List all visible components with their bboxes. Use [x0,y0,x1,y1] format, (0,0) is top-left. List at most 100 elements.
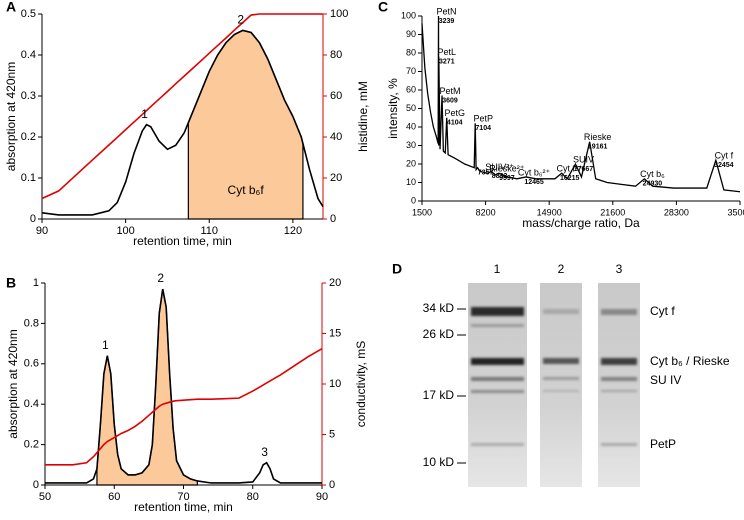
y-tick-label: 20 [406,158,416,168]
peak-label: 3 [261,445,268,459]
shaded-label: Cyt b₆f [228,183,265,197]
series-line [41,13,323,200]
band [601,443,637,446]
y-tick-label: 40 [406,121,416,131]
peak-mass: 4104 [447,120,463,127]
peak-mass: 7357 [478,170,494,177]
peak-label: 2 [157,271,164,285]
x-tick-label: 100 [116,225,134,237]
band [601,390,637,392]
series-line [41,29,324,216]
chart-panel: B50 60 70 80 9000.20.40.60.8105101520conduct… [6,271,368,514]
y2-tick-label: 20 [330,172,342,184]
y-tick-label: 0.6 [24,358,39,370]
y-tick-label: 0.1 [21,172,36,184]
y-tick-label: 80 [406,47,416,57]
band-label: PetP [650,437,676,451]
peak-mass: 12465 [524,179,544,186]
y-tick-label: 0 [411,195,416,205]
y-tick-label: 90 [406,29,416,39]
peak-name: PetM [440,86,461,96]
spectrum-line [421,15,741,193]
panel-letter: D [392,261,402,277]
band [543,309,579,314]
lane-label: 2 [558,262,565,276]
y2-tick-label: 0 [330,213,336,225]
x-tick-label: 14900 [537,207,562,217]
peak-name: Cyt f [715,151,734,161]
peak-mass: 17667 [574,166,594,173]
band [471,443,524,446]
marker-label: 17 kD [423,388,455,402]
x-axis-label: retention time, min [133,234,232,248]
marker-label: 10 kD [423,455,455,469]
chart-panel: Cyt b₆f A 90 100 110 120 0 0.1 0.2 0.3 0.4 0.5 0 20 40… [4,0,370,248]
y-tick-label: 0.3 [21,90,36,102]
y-axis-label: absorption at 420nm [4,62,18,171]
x-tick-label: 60 [108,491,120,503]
band [543,390,579,392]
band-label: Cyt f [650,304,675,318]
series-line [45,347,323,466]
peak-name: PetP [473,114,493,124]
y2-axis-label: conductivity, mS [354,341,368,427]
y2-tick-label: 15 [329,327,341,339]
peak-mass: 7104 [475,125,491,132]
band-label: Cyt b₆ / Rieske [650,354,730,368]
peak-mass: 16215 [560,175,580,182]
series-line [45,288,322,484]
marker-label: 34 kD [423,301,455,315]
peak-mass: 3271 [439,59,455,66]
y-tick-label: 60 [406,84,416,94]
chart-panel: C 1500 8200 14900 21600 28300 35000 0 10 20 30 40 50… [378,0,744,230]
band [471,324,524,327]
band [471,377,524,381]
x-tick-label: 90 [36,225,48,237]
x-tick-label: 80 [247,491,259,503]
x-tick-label: 1500 [412,207,432,217]
x-tick-label: 50 [39,491,51,503]
y-tick-label: 0 [33,479,39,491]
gel-lane [598,283,640,487]
band [471,390,524,393]
peak-name: SUIV [573,154,594,164]
peak-name: Rieske²⁺ [489,164,525,174]
x-tick-label: 110 [200,225,218,237]
peak-mass: 3239 [439,18,455,25]
x-tick-label: 35000 [727,207,744,217]
y-tick-label: 70 [406,66,416,76]
lane-label: 1 [494,262,501,276]
y2-tick-label: 80 [330,49,342,61]
y-tick-label: 100 [401,10,416,20]
band [471,307,524,316]
y2-tick-label: 100 [330,8,348,20]
peak-name: SUIV²⁺ [485,162,514,172]
peak-label: 1 [141,107,148,121]
gel-lane [540,283,582,487]
y-tick-label: 0.4 [24,398,39,410]
y-tick-label: 10 [406,177,416,187]
gel-panel: D 1 2 3 34 kD 26 kD 17 kD 10 kD Cyt f Cy… [392,261,730,487]
y-axis-label: absorption at 420nm [6,329,20,438]
lane-label: 3 [616,262,623,276]
band [601,358,637,365]
peak-label: 1 [102,338,109,352]
band [601,309,637,315]
x-tick-label: 21600 [600,207,625,217]
peak-name: Cyt b₆²⁺ [518,167,551,177]
peak-mass: 32454 [714,162,734,169]
peak-name: PetL [438,47,457,57]
peak-name: Cyt b₆ [640,169,665,179]
peak-mass: 9597 [499,175,515,182]
y2-tick-label: 40 [330,131,342,143]
band [543,377,579,380]
y-tick-label: 0.2 [24,439,39,451]
y-tick-label: 0.2 [21,131,36,143]
peak-mass: 8832 [492,173,508,180]
y-tick-label: 0.8 [24,317,39,329]
y2-tick-label: 5 [329,428,335,440]
peak-mass: 24930 [643,181,663,188]
y-tick-label: 0.5 [21,8,36,20]
y-axis-label: intensity, % [386,78,400,139]
